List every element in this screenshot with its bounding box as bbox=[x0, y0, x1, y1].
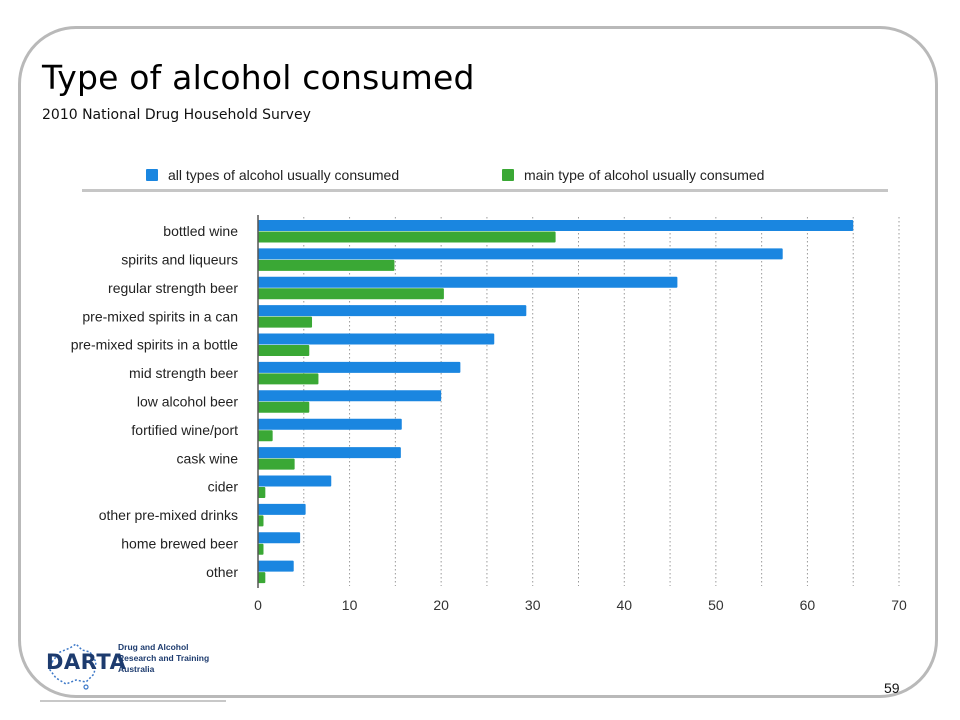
bar-all-types-7 bbox=[258, 418, 402, 430]
bar-main-type-2 bbox=[258, 288, 444, 300]
chart-legend: all types of alcohol usually consumed ma… bbox=[82, 163, 888, 192]
category-label-12: other bbox=[206, 564, 238, 580]
logo-wordmark: DARTA bbox=[46, 650, 127, 674]
category-label-2: regular strength beer bbox=[108, 280, 238, 296]
category-label-10: other pre-mixed drinks bbox=[99, 507, 238, 523]
legend-item-main-type: main type of alcohol usually consumed bbox=[502, 167, 764, 183]
bar-all-types-12 bbox=[258, 560, 294, 572]
bar-all-types-2 bbox=[258, 276, 678, 288]
australia-map-icon bbox=[49, 643, 97, 690]
bar-all-types-8 bbox=[258, 447, 401, 459]
slide-subtitle: 2010 National Drug Household Survey bbox=[42, 107, 311, 123]
x-tick-label-60: 60 bbox=[800, 597, 816, 613]
bar-all-types-9 bbox=[258, 475, 332, 487]
category-label-0: bottled wine bbox=[163, 223, 238, 239]
bar-main-type-9 bbox=[258, 486, 266, 498]
bar-main-type-6 bbox=[258, 401, 310, 413]
logo-line-2: Research and Training bbox=[118, 653, 210, 663]
x-tick-label-40: 40 bbox=[616, 597, 632, 613]
logo-org-name: Drug and Alcohol Research and Training A… bbox=[118, 642, 209, 675]
bar-all-types-10 bbox=[258, 503, 306, 515]
category-label-7: fortified wine/port bbox=[131, 422, 238, 438]
bar-main-type-0 bbox=[258, 231, 556, 243]
category-label-1: spirits and liqueurs bbox=[121, 252, 238, 268]
bar-main-type-3 bbox=[258, 316, 313, 328]
bar-main-type-5 bbox=[258, 373, 319, 385]
x-tick-label-0: 0 bbox=[254, 597, 262, 613]
category-label-4: pre-mixed spirits in a bottle bbox=[71, 337, 239, 353]
page-number: 59 bbox=[884, 680, 900, 696]
x-tick-label-10: 10 bbox=[342, 597, 358, 613]
bar-all-types-0 bbox=[258, 220, 854, 231]
bar-main-type-7 bbox=[258, 430, 273, 442]
legend-swatch-main-type bbox=[502, 169, 514, 181]
bar-all-types-6 bbox=[258, 390, 442, 402]
slide-frame bbox=[18, 26, 938, 698]
legend-label-main-type: main type of alcohol usually consumed bbox=[524, 167, 765, 183]
bar-all-types-1 bbox=[258, 248, 783, 260]
legend-item-all-types: all types of alcohol usually consumed bbox=[146, 167, 399, 183]
logo-line-1: Drug and Alcohol bbox=[118, 642, 189, 652]
bar-main-type-10 bbox=[258, 515, 264, 527]
legend-label-all-types: all types of alcohol usually consumed bbox=[168, 167, 400, 183]
x-tick-label-70: 70 bbox=[891, 597, 907, 613]
x-tick-label-50: 50 bbox=[708, 597, 724, 613]
category-label-3: pre-mixed spirits in a can bbox=[82, 308, 238, 324]
slide-title: Type of alcohol consumed bbox=[42, 58, 475, 97]
bar-all-types-11 bbox=[258, 532, 301, 544]
darta-logo: DARTA Drug and Alcohol Research and Trai… bbox=[40, 636, 226, 702]
bar-all-types-3 bbox=[258, 305, 527, 317]
bar-all-types-5 bbox=[258, 361, 461, 373]
category-label-11: home brewed beer bbox=[121, 535, 238, 551]
bar-main-type-4 bbox=[258, 345, 310, 357]
category-label-5: mid strength beer bbox=[129, 365, 238, 381]
category-label-6: low alcohol beer bbox=[137, 394, 239, 410]
category-label-9: cider bbox=[208, 479, 239, 495]
bar-main-type-1 bbox=[258, 259, 395, 271]
x-tick-label-30: 30 bbox=[525, 597, 541, 613]
legend-swatch-all-types bbox=[146, 169, 158, 181]
category-label-8: cask wine bbox=[177, 450, 239, 466]
x-tick-label-20: 20 bbox=[433, 597, 449, 613]
bar-main-type-11 bbox=[258, 543, 264, 555]
bar-all-types-4 bbox=[258, 333, 495, 345]
bar-main-type-8 bbox=[258, 458, 295, 470]
bar-main-type-12 bbox=[258, 572, 266, 584]
logo-line-3: Australia bbox=[118, 664, 155, 674]
